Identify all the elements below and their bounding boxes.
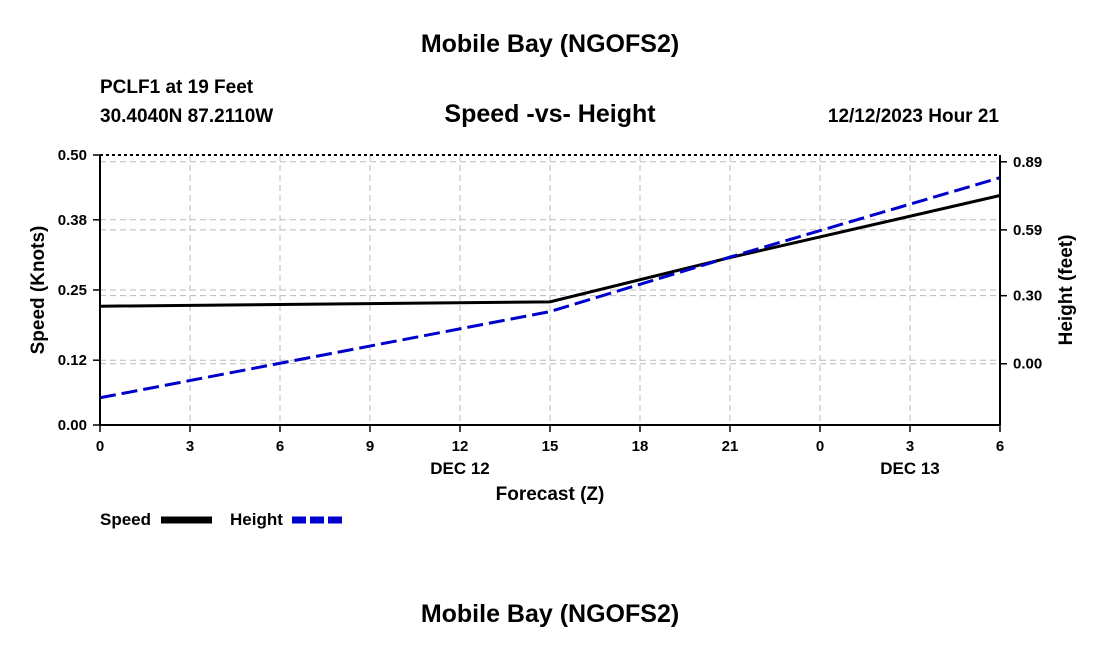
date-label: DEC 12 [430,459,490,478]
y-tick-label: 0.50 [58,147,87,164]
page-title: Mobile Bay (NGOFS2) [420,30,680,58]
legend: Speed Height [100,510,343,529]
x-tick-label: 12 [452,438,469,455]
series-line-speed [99,194,1001,308]
chart-subtitle: Speed -vs- Height [444,100,656,128]
legend-label-height: Height [230,510,283,529]
y2-axis-title: Height (feet) [1056,235,1077,346]
date-label: DEC 13 [880,459,940,478]
x-tick-label: 18 [632,438,649,455]
x-tick-label: 6 [996,438,1004,455]
chart-datetime: 12/12/2023 Hour 21 [827,106,999,127]
y2-tick-label: 0.30 [1013,288,1042,305]
footer-title: Mobile Bay (NGOFS2) [420,600,680,628]
x-tick-label: 6 [276,438,284,455]
series-line-height [99,176,1001,400]
legend-label-speed: Speed [100,510,151,529]
x-tick-label: 9 [366,438,374,455]
x-tick-label: 21 [722,438,739,455]
x-tick-label: 3 [906,438,914,455]
y2-tick-label: 0.59 [1013,222,1042,239]
series-lines [99,176,1001,400]
y2-tick-label: 0.89 [1013,154,1042,171]
x-tick-label: 3 [186,438,194,455]
y-tick-label: 0.12 [58,352,87,369]
speed-height-chart: 0 3 6 9 12 15 18 21 0 3 6 DEC 12 DEC 13 0.00 0.12 0.25 0… [28,147,1077,529]
x-axis-title: Forecast (Z) [496,484,605,505]
y2-tick-label: 0.00 [1013,356,1042,373]
y-tick-label: 0.00 [58,417,87,434]
y-tick-label: 0.38 [58,212,87,229]
station-name: PCLF1 at 19 Feet [100,77,254,98]
grid [100,155,1000,425]
y-tick-label: 0.25 [58,282,87,299]
x-tick-label: 0 [96,438,104,455]
axes: 0 3 6 9 12 15 18 21 0 3 6 DEC 12 DEC 13 0.00 0.12 0.25 0… [58,147,1042,478]
station-coordinates: 30.4040N 87.2110W [100,106,274,127]
x-tick-label: 15 [542,438,559,455]
axis-labels: Forecast (Z) Speed (Knots) Height (feet) [28,226,1077,505]
y-axis-title: Speed (Knots) [28,226,49,355]
x-tick-label: 0 [816,438,824,455]
